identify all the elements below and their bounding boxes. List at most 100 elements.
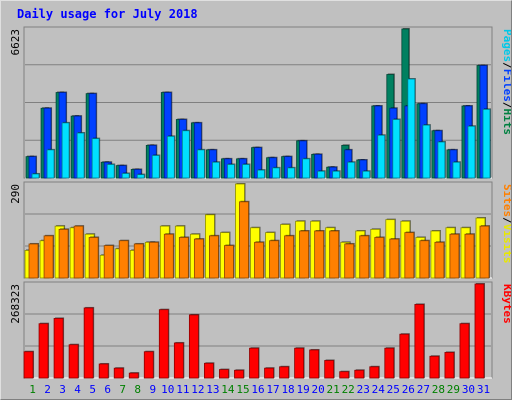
bar-pages-day-27: [422, 124, 431, 179]
x-tick-label-29: 29: [447, 383, 460, 396]
bar-kbytes-day-11: [173, 342, 184, 379]
bar-kbytes-day-29: [444, 352, 455, 379]
bar-kbytes-day-24: [369, 366, 380, 379]
bar-sites-day-18: [284, 235, 294, 279]
bar-sites-day-26: [404, 232, 415, 279]
bar-sites-day-2: [43, 235, 54, 279]
legend-visits_sites: Sites/Visits: [501, 184, 511, 264]
bar-pages-day-12: [196, 149, 205, 179]
bar-sites-day-3: [58, 228, 69, 279]
bar-sites-day-6: [103, 245, 114, 279]
bar-kbytes-day-9: [143, 351, 154, 379]
bar-sites-day-11: [178, 237, 189, 279]
bar-pages-day-29: [452, 161, 461, 179]
x-tick-label-28: 28: [432, 383, 445, 396]
bar-kbytes-day-31: [474, 283, 485, 379]
x-tick-label-27: 27: [417, 383, 430, 396]
x-tick-label-24: 24: [372, 383, 386, 396]
bar-pages-day-3: [61, 122, 70, 179]
bar-kbytes-day-20: [309, 349, 320, 379]
bar-pages-day-22: [347, 161, 356, 179]
legend-entry: KBytes: [501, 284, 511, 324]
bar-sites-day-24: [374, 237, 385, 279]
x-tick-label-3: 3: [59, 383, 66, 396]
bar-kbytes-day-16: [249, 347, 259, 379]
x-tick-label-30: 30: [462, 383, 475, 396]
bar-kbytes-day-3: [53, 318, 64, 379]
bar-pages-day-9: [151, 155, 160, 179]
bar-sites-day-16: [254, 241, 264, 279]
bar-pages-day-14: [227, 164, 235, 179]
x-tick-label-15: 15: [236, 383, 249, 396]
legend-entry: Files: [501, 69, 511, 102]
bar-kbytes-day-4: [68, 344, 79, 379]
bar-kbytes-day-19: [294, 347, 304, 379]
bar-kbytes-day-8: [128, 372, 139, 379]
bar-kbytes-day-28: [429, 355, 440, 379]
x-tick-label-2: 2: [44, 383, 51, 396]
bar-sites-day-19: [299, 230, 309, 279]
bar-pages-day-15: [242, 164, 250, 179]
bar-kbytes-day-10: [158, 309, 169, 379]
bar-pages-day-28: [437, 141, 446, 179]
bar-sites-day-7: [118, 240, 129, 279]
bar-sites-day-28: [434, 241, 445, 279]
legend-entry: Visits: [501, 224, 511, 264]
bar-kbytes-day-2: [38, 323, 49, 379]
legend-entry: Sites: [501, 184, 511, 217]
bar-sites-day-8: [133, 243, 144, 279]
bar-pages-day-11: [181, 130, 190, 179]
axis-max-label-visits_sites: 290: [9, 184, 22, 204]
bar-sites-day-12: [193, 238, 204, 279]
bar-kbytes-day-7: [113, 367, 124, 379]
bar-sites-day-20: [314, 230, 325, 279]
x-tick-label-1: 1: [29, 383, 36, 396]
bar-sites-day-4: [73, 225, 84, 279]
bar-kbytes-day-22: [339, 371, 350, 379]
bar-pages-day-7: [121, 173, 130, 179]
legend-entry: /: [501, 102, 511, 109]
bar-kbytes-day-15: [234, 369, 244, 379]
bar-sites-day-21: [329, 230, 340, 279]
x-tick-label-6: 6: [104, 383, 111, 396]
x-tick-label-31: 31: [477, 383, 490, 396]
x-tick-label-13: 13: [206, 383, 219, 396]
bar-pages-day-1: [31, 173, 40, 179]
x-tick-label-22: 22: [342, 383, 355, 396]
bar-pages-day-10: [166, 135, 175, 179]
x-tick-label-10: 10: [161, 383, 174, 396]
bar-pages-day-24: [377, 134, 386, 179]
bar-pages-day-25: [392, 119, 401, 179]
bar-pages-day-26: [407, 78, 416, 179]
bar-sites-day-30: [464, 233, 475, 279]
bar-kbytes-day-25: [384, 347, 395, 379]
bar-sites-day-23: [359, 235, 370, 279]
x-tick-label-4: 4: [74, 383, 81, 396]
bar-sites-day-9: [148, 241, 159, 279]
bar-sites-day-17: [269, 240, 279, 279]
bar-pages-day-4: [76, 132, 85, 179]
bar-kbytes-day-18: [279, 366, 289, 379]
bar-pages-day-17: [272, 167, 280, 179]
bar-kbytes-day-23: [354, 369, 365, 379]
bar-pages-day-21: [332, 170, 341, 179]
bar-kbytes-day-13: [204, 362, 214, 379]
x-tick-label-7: 7: [119, 383, 126, 396]
legend-entry: Pages: [501, 29, 511, 62]
x-tick-label-12: 12: [191, 383, 204, 396]
bar-kbytes-day-30: [459, 323, 470, 379]
bar-kbytes-day-12: [188, 314, 199, 379]
bar-kbytes-day-17: [264, 367, 274, 379]
x-tick-label-16: 16: [251, 383, 264, 396]
x-tick-label-21: 21: [327, 383, 340, 396]
x-tick-label-18: 18: [281, 383, 294, 396]
bar-sites-day-10: [163, 233, 174, 279]
bar-kbytes-day-14: [219, 369, 229, 379]
bar-sites-day-22: [344, 243, 355, 279]
bar-pages-day-18: [287, 167, 295, 179]
x-tick-label-23: 23: [357, 383, 370, 396]
x-tick-label-5: 5: [89, 383, 96, 396]
bar-pages-day-23: [362, 170, 371, 179]
bar-kbytes-day-5: [83, 307, 94, 379]
